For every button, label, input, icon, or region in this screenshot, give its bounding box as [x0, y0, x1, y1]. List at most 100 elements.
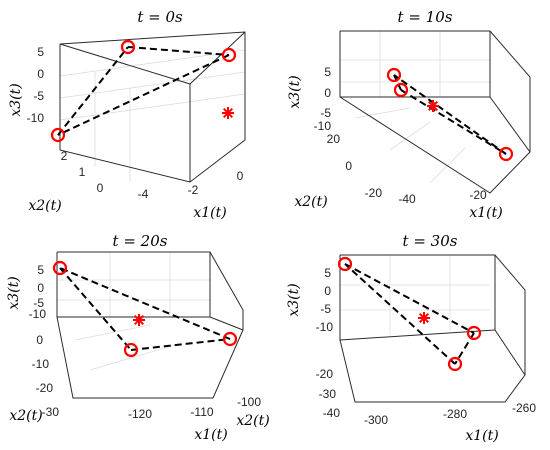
panel-t10-edge: [393, 74, 402, 91]
panel-t30-grid: [340, 255, 490, 335]
panel-t10-zlabel: x3(t): [287, 75, 303, 108]
panel-t30-data: [337, 256, 482, 372]
panel-t10-center-marker: [427, 100, 439, 112]
panel-t0: t = 0s 5 0 -5 -10 2 1 0 -4 -2 0: [8, 8, 246, 221]
panel-t30-ytick: -40: [323, 406, 341, 420]
panel-t0-xtick: -2: [188, 183, 199, 197]
panel-t0-xtick: 0: [237, 169, 244, 183]
panel-t0-edge: [57, 46, 129, 136]
panel-t0-edge: [127, 46, 230, 56]
panel-t20-ztick: 5: [37, 263, 44, 277]
panel-t10-node: [393, 82, 409, 98]
panel-t30-node: [447, 356, 463, 372]
panel-t10-ticks: 5 0 -5 -10 20 0 -20 -40 -20: [314, 65, 487, 206]
panel-t0-edge: [57, 54, 230, 136]
panel-t20-zlabel: x3(t): [6, 276, 22, 309]
panel-t0-center-marker: [222, 107, 234, 119]
panel-t0-grid: [59, 49, 246, 182]
panel-t10-data: [386, 67, 514, 162]
panel-t20-center-marker: [133, 314, 145, 326]
panel-t0-ticks: 5 0 -5 -10 2 1 0 -4 -2 0: [27, 45, 244, 201]
panel-t20-xtick: -110: [190, 405, 213, 419]
panel-t20-edge: [59, 267, 132, 351]
panel-t30-ytick: -20: [316, 367, 334, 381]
panel-t30-zlabel: x3(t): [286, 283, 302, 316]
panel-t10-xlabel: x1(t): [469, 205, 502, 221]
panel-t10-ztick: -10: [314, 119, 332, 133]
panel-t30-ztick: 0: [324, 284, 331, 298]
panel-t10-node: [498, 146, 514, 162]
panel-t10-grid: [340, 31, 490, 184]
panel-t0-ztick: -5: [33, 89, 44, 103]
panel-t10-edge: [400, 89, 507, 155]
panel-t10-axes-box: [339, 30, 531, 194]
panel-t30-xtick: -260: [512, 401, 536, 415]
panel-t20-edge: [130, 338, 231, 351]
panel-t20-ytick: 0: [36, 333, 43, 347]
panel-t30: t = 30s 5 0 -5 -10 -20 -30 -40 -300 -280…: [286, 232, 536, 444]
panel-t30-xtick: -300: [364, 413, 388, 427]
panel-t30-node: [466, 325, 482, 341]
panel-t10-ztick: 0: [324, 86, 331, 100]
panel-t30-xlabel: x1(t): [465, 428, 498, 444]
panel-t10-xtick: -20: [469, 188, 487, 202]
panel-t20-ytick: -30: [42, 405, 60, 419]
panel-t0-ztick: -10: [27, 111, 45, 125]
panel-t20-axis-labels: x3(t) x2(t) x1(t) x2(t): [6, 276, 270, 443]
panel-t10-ytick: 0: [345, 159, 352, 173]
panel-t20-ztick: -10: [29, 307, 47, 321]
panel-t20-ytick: -20: [36, 381, 54, 395]
panel-t10-title: t = 10s: [398, 8, 453, 26]
panel-t30-edge: [344, 263, 475, 334]
panel-t20-node: [222, 331, 238, 347]
panel-t0-ytick: 2: [61, 149, 68, 163]
panel-t20-ztick: 0: [37, 281, 44, 295]
panel-t0-zlabel: x3(t): [8, 83, 24, 116]
panel-t10-ztick: -5: [320, 106, 331, 120]
panel-t20-ticks: 5 0 -5 -10 0 -10 -20 -30 -120 -110 -100: [29, 263, 262, 421]
panel-t20-node: [123, 342, 139, 358]
panel-t30-node: [337, 256, 353, 272]
panel-t20-xlabel: x1(t): [194, 427, 227, 443]
panel-t10-axis-labels: x3(t) x2(t) x1(t): [287, 75, 503, 221]
panel-t0-node: [120, 39, 136, 55]
panel-t10-ylabel: x2(t): [294, 194, 327, 210]
panel-t30-ztick: 5: [324, 266, 331, 280]
panel-t10-node: [386, 67, 402, 83]
panel-t0-ytick: 1: [79, 165, 86, 179]
panel-t30-ztick: -5: [320, 302, 331, 316]
panel-t20-ylabel: x2(t): [9, 408, 42, 424]
panel-t10-ztick: 5: [324, 65, 331, 79]
panel-t30-xtick: -280: [443, 407, 467, 421]
panel-t30-axis-labels: x3(t) x1(t): [286, 283, 499, 444]
panel-t0-data: [50, 39, 237, 143]
panel-t20-ylabel-right: x2(t): [236, 413, 269, 429]
panel-t10-xtick: -40: [398, 192, 416, 206]
panel-t0-node: [50, 127, 66, 143]
panel-t20-title: t = 20s: [113, 232, 168, 250]
panel-t30-ticks: 5 0 -5 -10 -20 -30 -40 -300 -280 -260: [316, 266, 537, 427]
panel-t20-ytick: -10: [32, 357, 50, 371]
panel-t0-ztick: 5: [37, 45, 44, 59]
panel-t0-ztick: 0: [37, 67, 44, 81]
panel-t10-ytick: 20: [327, 132, 341, 146]
panel-t20-node: [52, 260, 68, 276]
panel-t10: t = 10s 5 0 -5 -10 20 0 -20 -40 -20: [287, 8, 531, 221]
panel-t10-ytick: -20: [365, 186, 383, 200]
panel-t20-edge: [59, 267, 231, 340]
panel-t20: t = 20s 5 0 -5 -10 0 -10 -20 -30 -120 -1…: [6, 232, 270, 443]
panel-t0-title: t = 0s: [137, 8, 183, 26]
panel-t30-ztick: -10: [316, 320, 334, 334]
panel-t0-ytick: 0: [97, 181, 104, 195]
panel-t0-axis-labels: x3(t) x2(t) x1(t): [8, 83, 227, 221]
panel-t10-edge: [393, 74, 507, 155]
panel-t30-edge: [344, 263, 456, 365]
panel-t20-data: [52, 260, 238, 358]
panel-t30-ytick: -30: [319, 387, 337, 401]
panel-t0-xtick: -4: [138, 187, 149, 201]
panel-t20-axes-box: [56, 251, 244, 399]
panel-t30-title: t = 30s: [403, 232, 458, 250]
panel-t0-node: [221, 47, 237, 63]
panel-t20-ztick: -5: [33, 296, 44, 310]
